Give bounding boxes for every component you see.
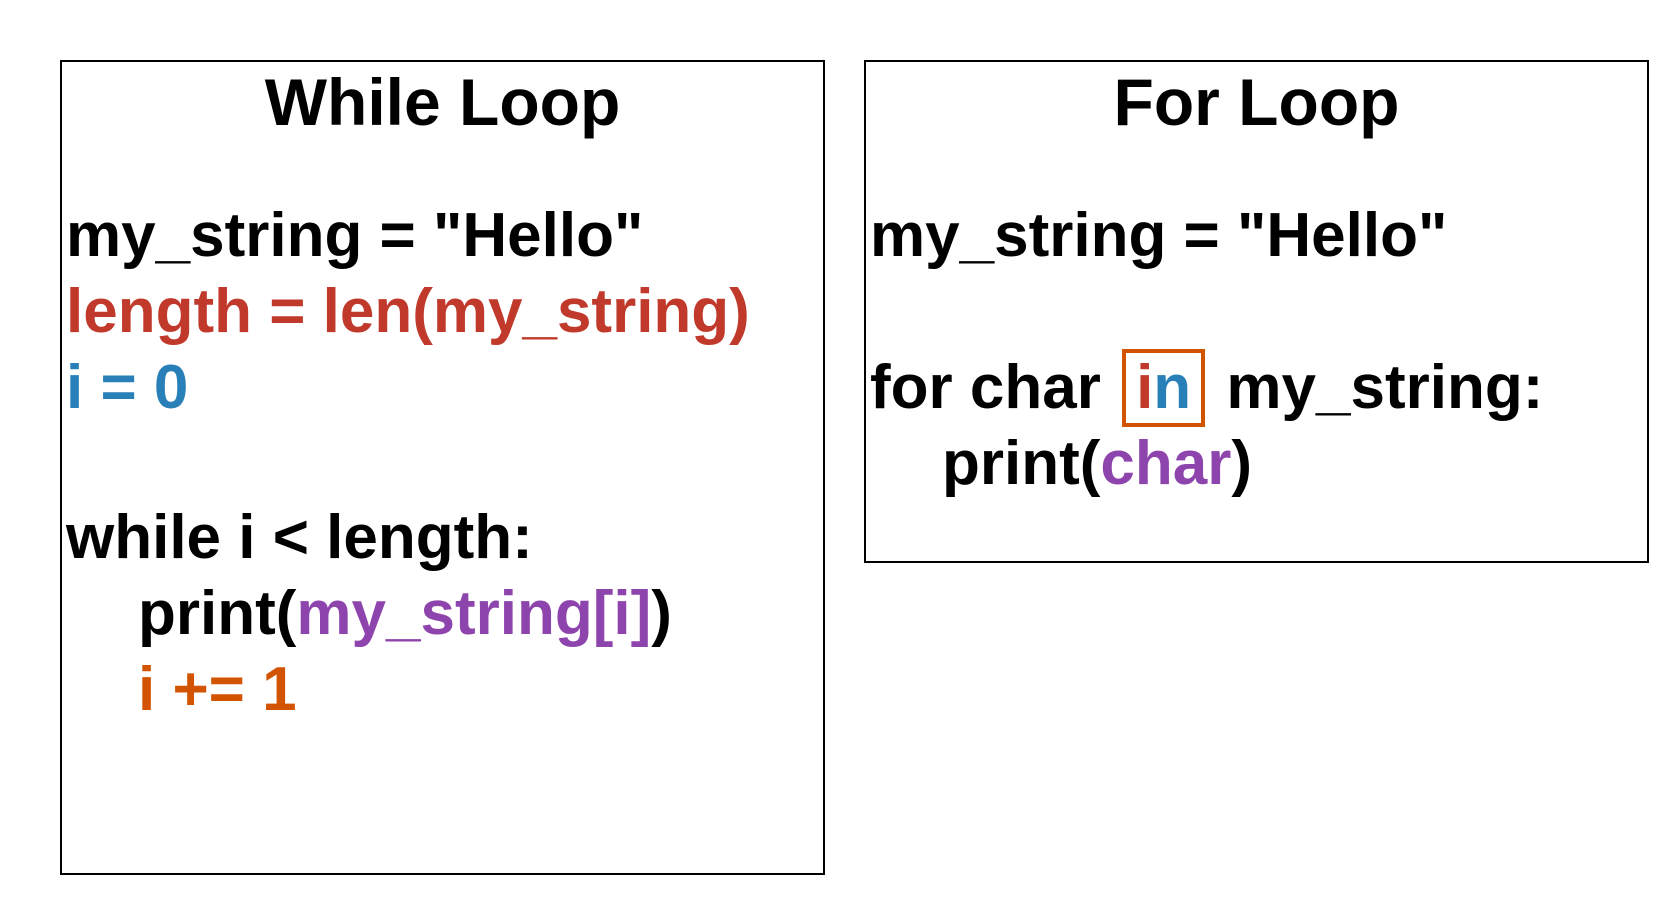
in-keyword-letter-i: i [1136,353,1154,422]
for-line-print: print(char) [942,424,1252,504]
while-line-condition: while i < length: [66,503,533,572]
in-keyword-highlight-box: in [1122,349,1206,427]
for-loop-title: For Loop [1113,65,1400,139]
while-loop-title: While Loop [264,65,621,139]
while-line-print: print(my_string[i]) [138,574,672,654]
for-iterable: my_string: [1209,353,1544,422]
while-line-increment: i += 1 [138,655,297,724]
for-print-argument: char [1100,429,1232,498]
while-print-argument: my_string[i] [296,579,652,648]
while-line-init-i: i = 0 [66,353,189,422]
while-print-suffix: ) [651,579,672,648]
for-print-prefix: print( [942,429,1101,498]
while-print-prefix: print( [138,579,297,648]
for-print-suffix: ) [1231,429,1253,498]
for-line-assign-string: my_string = "Hello" [870,201,1448,270]
for-line-loop-header: for char in my_string: [870,348,1543,428]
for-keyword-and-var: for char [870,353,1119,422]
while-line-assign-string: my_string = "Hello" [66,201,644,270]
in-keyword-letter-n: n [1153,353,1192,422]
for-loop-panel: For Loop my_string = "Hello" for char in… [864,60,1649,563]
while-line-length: length = len(my_string) [66,277,750,346]
while-loop-panel: While Loop my_string = "Hello" length = … [60,60,825,875]
